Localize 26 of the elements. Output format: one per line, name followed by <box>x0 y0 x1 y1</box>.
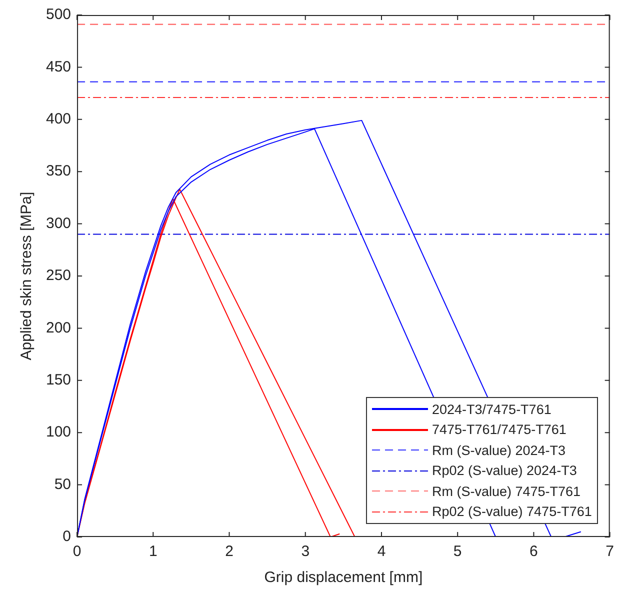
x-tick-label: 7 <box>606 543 614 560</box>
y-tick-label: 200 <box>46 319 72 336</box>
legend-label: Rp02 (S-value) 7475-T761 <box>432 504 592 520</box>
y-tick-label: 500 <box>46 6 72 24</box>
y-tick-label: 0 <box>62 528 72 546</box>
y-tick-label: 250 <box>46 267 72 284</box>
x-tick-label: 3 <box>301 543 310 560</box>
y-axis-title: Applied skin stress [MPa] <box>18 192 36 360</box>
y-tick-label: 100 <box>46 424 72 441</box>
x-axis-title: Grip displacement [mm] <box>264 569 423 586</box>
legend-label: Rm (S-value) 2024-T3 <box>432 442 566 458</box>
x-tick-label: 5 <box>453 543 462 560</box>
y-tick-label: 300 <box>46 214 72 232</box>
y-tick-label: 400 <box>46 110 72 128</box>
x-tick-label: 2 <box>225 543 234 560</box>
legend-label: 7475-T761/7475-T761 <box>432 422 566 438</box>
legend-label: Rm (S-value) 7475-T761 <box>432 484 581 499</box>
y-tick-label: 50 <box>54 476 72 493</box>
y-tick-label: 450 <box>46 58 72 76</box>
y-tick-label: 150 <box>46 372 72 389</box>
legend-label: 2024-T3/7475-T761 <box>432 402 552 417</box>
legend-label: Rp02 (S-value) 2024-T3 <box>432 463 577 478</box>
y-tick-label: 350 <box>46 162 72 180</box>
x-tick-label: 4 <box>377 543 386 560</box>
x-tick-label: 1 <box>148 543 158 560</box>
x-tick-label: 6 <box>530 543 538 560</box>
